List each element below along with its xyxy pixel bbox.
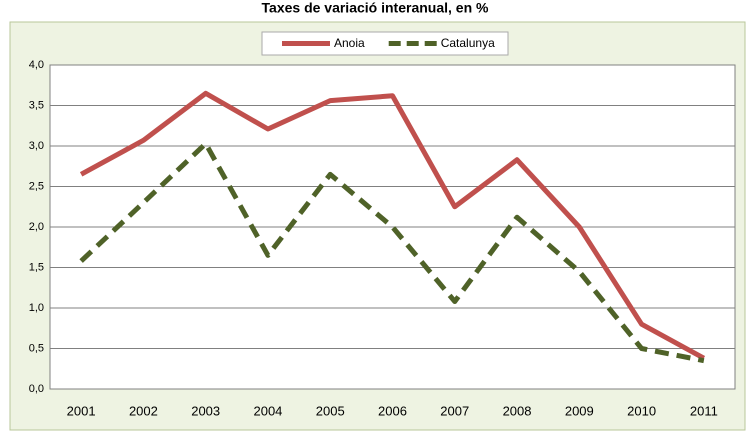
x-tick-label: 2007	[440, 403, 469, 418]
x-tick-label: 2010	[627, 403, 656, 418]
x-tick-label: 2011	[690, 403, 718, 418]
x-tick-label: 2008	[503, 403, 532, 418]
y-tick-label: 2,0	[29, 221, 44, 233]
x-tick-label: 2001	[67, 403, 96, 418]
legend	[261, 31, 509, 56]
y-tick-label: 3,0	[29, 140, 44, 152]
y-tick-label: 3,5	[29, 99, 44, 111]
y-tick-label: 1,0	[29, 302, 44, 314]
legend-label: Anoia	[334, 36, 365, 50]
x-tick-label: 2009	[565, 403, 594, 418]
x-tick-label: 2004	[253, 403, 282, 418]
y-tick-label: 0,0	[29, 383, 44, 395]
y-tick-label: 0,5	[29, 342, 44, 354]
y-tick-label: 2,5	[29, 180, 44, 192]
chart-title: Taxes de variació interanual, en %	[262, 0, 489, 16]
y-tick-label: 1,5	[29, 261, 44, 273]
series-line	[79, 141, 705, 364]
y-tick-label: 4,0	[29, 59, 44, 71]
series-line	[79, 90, 706, 361]
x-tick-label: 2002	[129, 403, 158, 418]
x-tick-label: 2006	[378, 403, 407, 418]
legend-label: Catalunya	[441, 36, 495, 50]
x-tick-label: 2005	[316, 403, 345, 418]
x-tick-label: 2003	[191, 403, 220, 418]
